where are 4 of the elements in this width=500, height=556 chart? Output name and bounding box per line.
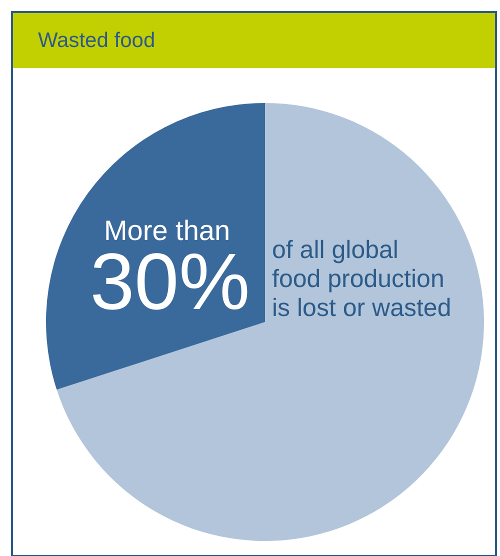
text: of all global food production is lost or wasted: [272, 236, 452, 322]
chart-title: Wasted food: [38, 29, 156, 52]
pie-slice: [56, 103, 484, 541]
pie-slice: [46, 103, 265, 390]
